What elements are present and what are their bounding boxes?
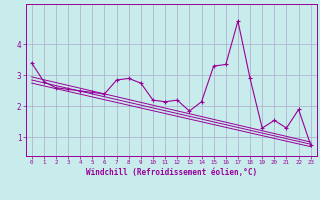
X-axis label: Windchill (Refroidissement éolien,°C): Windchill (Refroidissement éolien,°C): [86, 168, 257, 177]
